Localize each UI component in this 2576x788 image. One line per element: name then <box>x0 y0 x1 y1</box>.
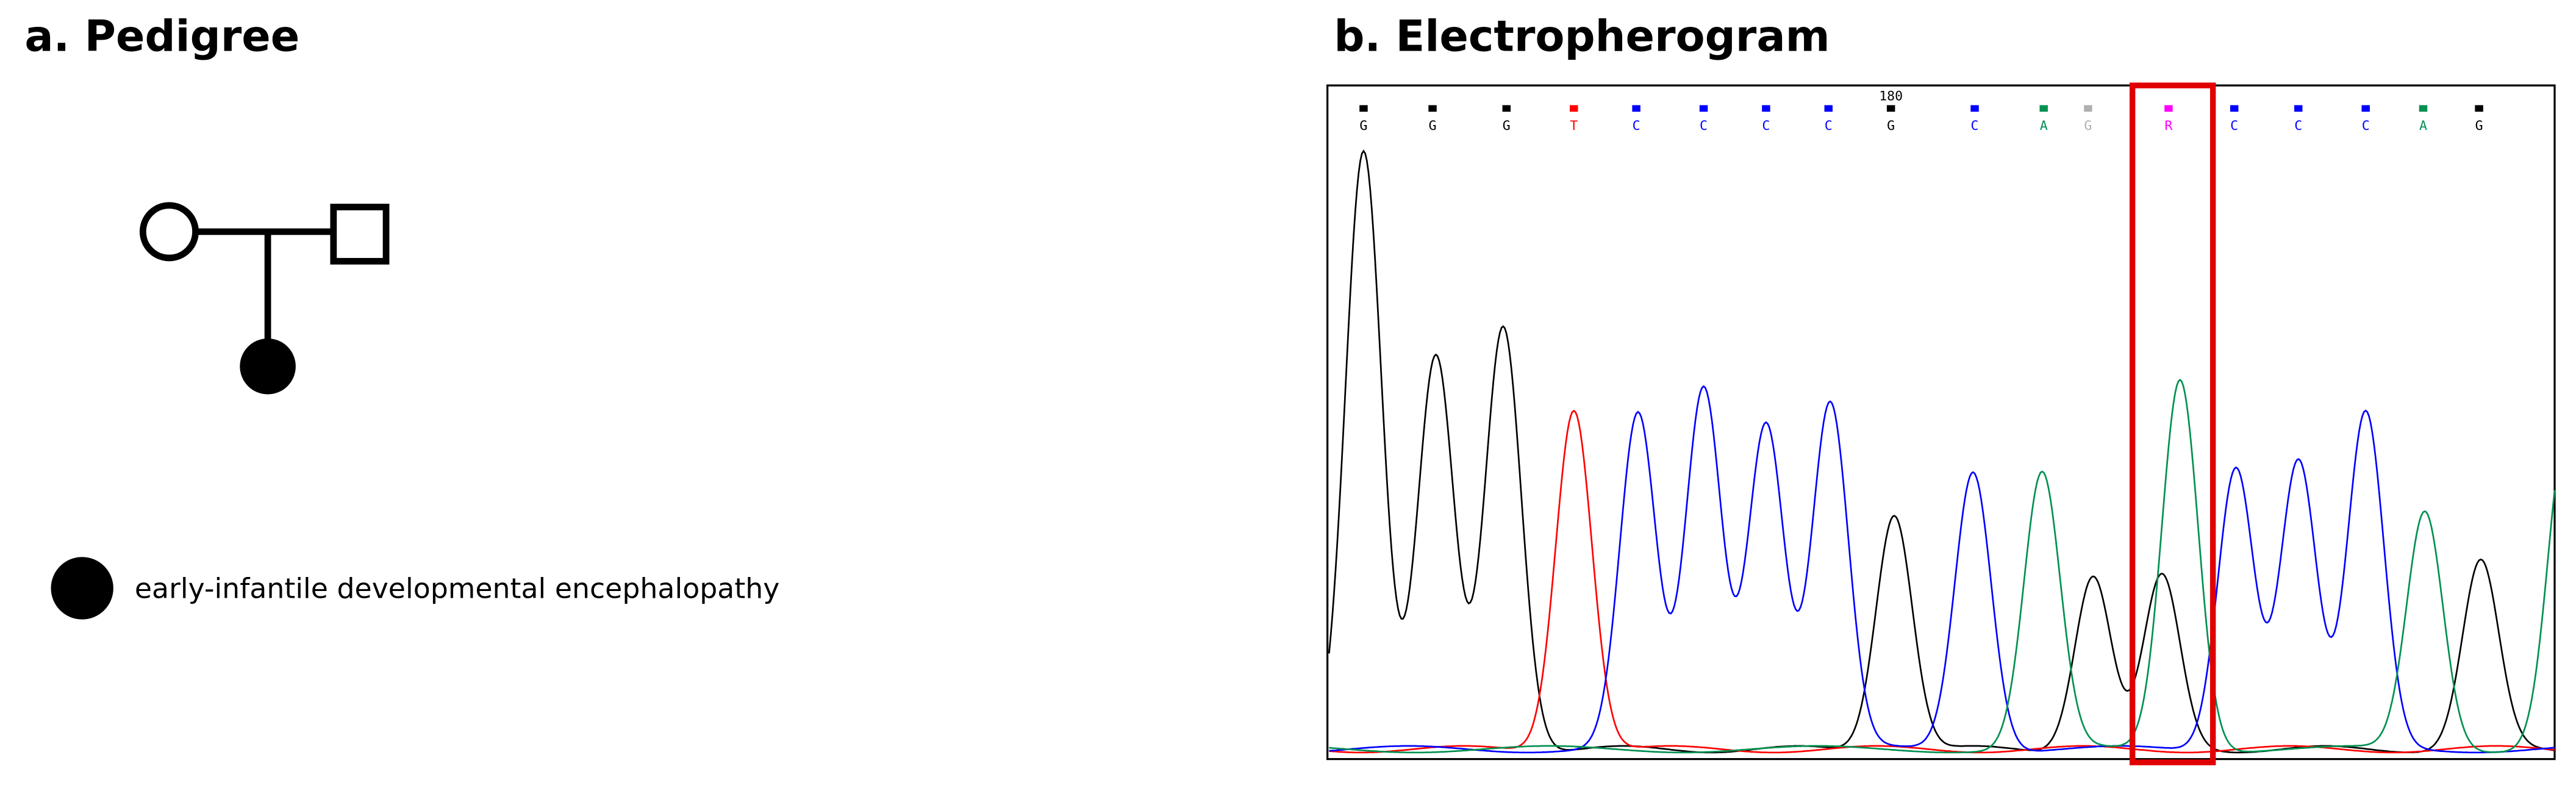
call-marker <box>1359 105 1368 112</box>
call-marker <box>1970 105 1979 112</box>
call-marker <box>1502 105 1511 112</box>
trace <box>1329 385 2555 754</box>
trace-frame <box>1326 84 2556 761</box>
call-marker <box>2164 105 2173 112</box>
panel-title: a. Pedigree <box>24 12 299 62</box>
base-call: C <box>1700 118 1708 134</box>
legend-symbol <box>51 557 113 620</box>
base-call: G <box>1503 118 1511 134</box>
call-marker <box>2084 105 2092 112</box>
call-marker <box>1886 105 1895 112</box>
call-marker <box>1699 105 1708 112</box>
base-call: C <box>2230 118 2238 134</box>
call-marker <box>2475 105 2483 112</box>
base-call: G <box>1359 118 1367 134</box>
call-marker <box>1632 105 1640 112</box>
trace <box>1329 409 2555 754</box>
call-marker <box>1428 105 1437 112</box>
base-call: R <box>2164 118 2172 134</box>
mother <box>139 202 199 262</box>
position-label: 180 <box>1879 88 1903 104</box>
base-call: G <box>2475 118 2483 134</box>
call-marker <box>2419 105 2428 112</box>
base-call: C <box>2362 118 2370 134</box>
call-marker <box>2039 105 2048 112</box>
base-call: G <box>1429 118 1437 134</box>
base-call: C <box>2294 118 2302 134</box>
base-call: C <box>1762 118 1770 134</box>
base-call: C <box>1825 118 1833 134</box>
affected-child <box>240 338 296 395</box>
base-call: A <box>2040 118 2048 134</box>
call-marker <box>2230 105 2239 112</box>
variant-highlight <box>2129 82 2216 765</box>
traces <box>1328 149 2556 754</box>
base-call: G <box>1887 118 1895 134</box>
pedigree <box>139 202 390 395</box>
call-marker <box>2361 105 2370 112</box>
trace <box>1329 379 2556 754</box>
base-call: A <box>2419 118 2427 134</box>
call-marker <box>2294 105 2303 112</box>
call-marker <box>1824 105 1833 112</box>
trace <box>1328 149 2555 754</box>
panel-title: b. Electropherogram <box>1334 12 1830 62</box>
base-call: C <box>1633 118 1640 134</box>
base-call: C <box>1971 118 1979 134</box>
call-marker <box>1570 105 1578 112</box>
call-marker <box>1762 105 1770 112</box>
base-call: T <box>1570 118 1578 134</box>
father <box>330 204 390 265</box>
base-call: G <box>2084 118 2092 134</box>
legend-text: early-infantile developmental encephalop… <box>135 572 779 605</box>
